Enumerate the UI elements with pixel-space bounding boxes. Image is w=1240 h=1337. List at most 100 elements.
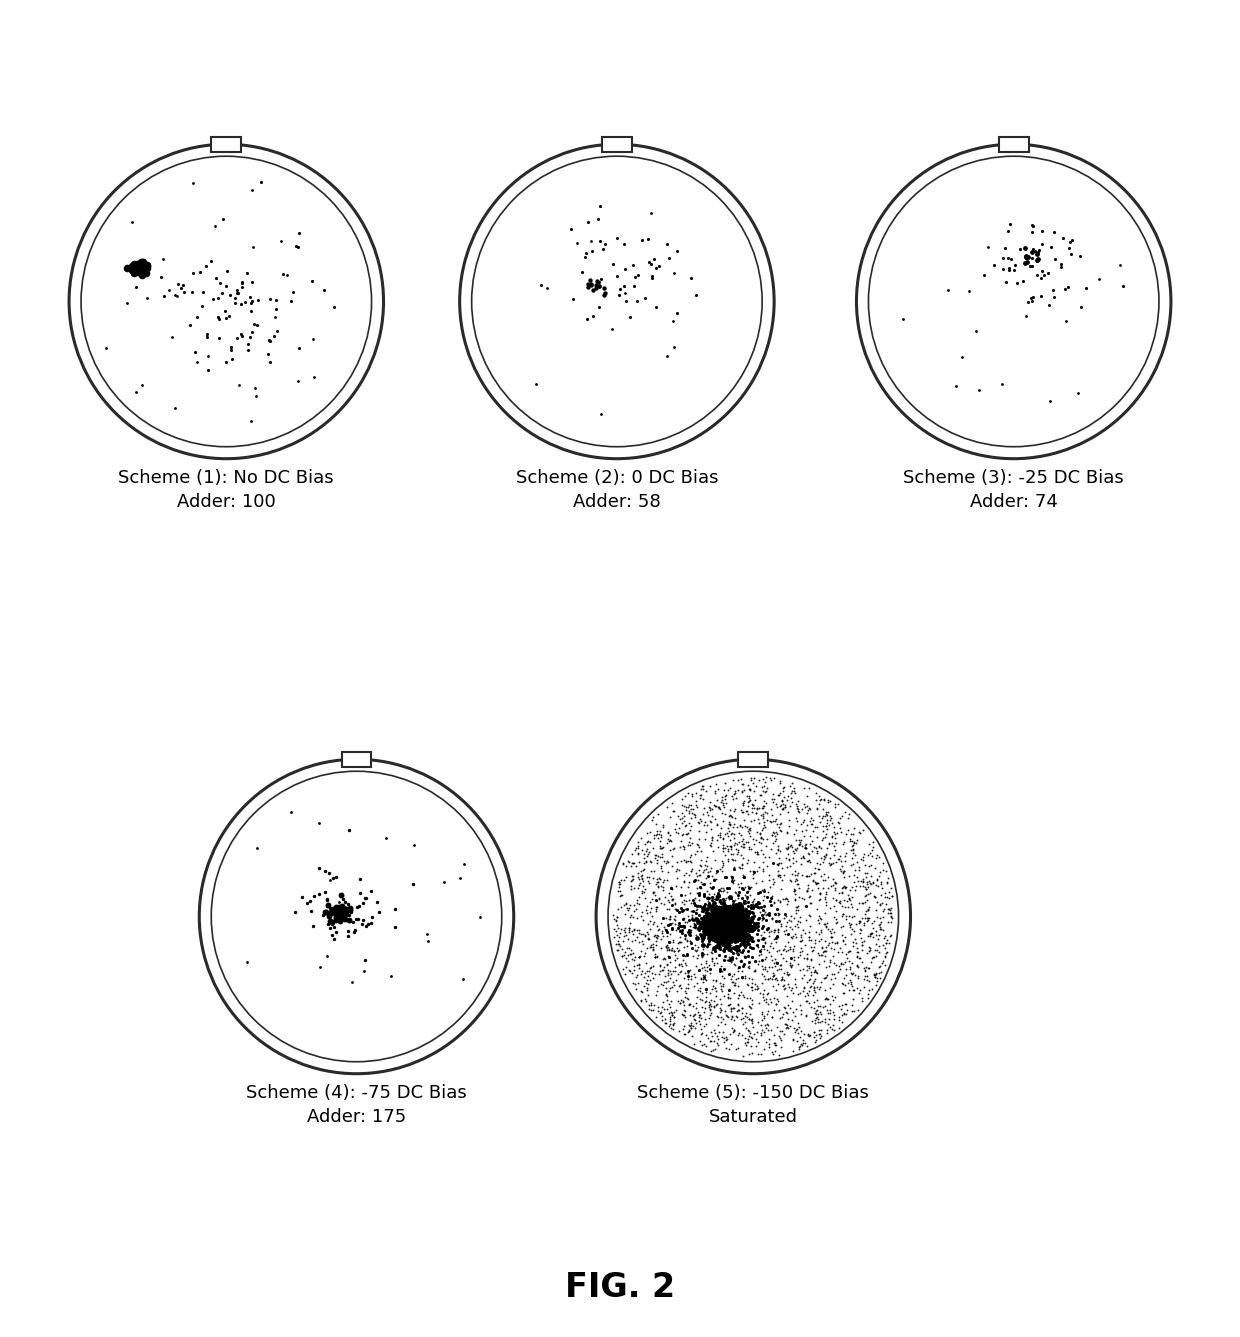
Point <box>689 783 709 805</box>
Point <box>531 274 551 295</box>
Point <box>1039 294 1059 316</box>
Point <box>653 971 673 992</box>
Point <box>625 947 645 968</box>
Point <box>777 1008 797 1029</box>
Point <box>701 989 720 1011</box>
Point <box>761 909 781 931</box>
Point <box>807 852 827 873</box>
Point <box>624 852 644 873</box>
Point <box>675 928 694 949</box>
Point <box>751 828 771 849</box>
Point <box>1053 227 1073 249</box>
Point <box>745 977 765 999</box>
Point <box>863 873 883 894</box>
Point <box>221 336 241 357</box>
Point <box>621 944 641 965</box>
Point <box>818 866 838 888</box>
Point <box>715 915 735 936</box>
Point <box>808 858 828 880</box>
Point <box>711 909 730 931</box>
Point <box>720 909 740 931</box>
Point <box>760 967 780 988</box>
Point <box>696 981 715 1003</box>
Point <box>875 933 895 955</box>
Point <box>678 965 698 987</box>
Point <box>706 908 725 929</box>
Point <box>697 985 717 1007</box>
Point <box>784 949 804 971</box>
Point <box>811 929 831 951</box>
Point <box>758 777 777 798</box>
Point <box>813 877 833 898</box>
Point <box>1044 286 1064 308</box>
Point <box>322 913 342 935</box>
Point <box>744 861 764 882</box>
Point <box>647 824 667 845</box>
Point <box>681 828 701 849</box>
Bar <box>738 751 769 766</box>
Point <box>802 1009 822 1031</box>
Point <box>595 233 615 254</box>
Point <box>713 810 733 832</box>
Point <box>681 1013 701 1035</box>
Point <box>719 897 739 919</box>
Point <box>719 920 739 941</box>
Point <box>658 980 678 1001</box>
Point <box>768 960 787 981</box>
Point <box>797 956 817 977</box>
Point <box>131 259 151 281</box>
Point <box>715 928 735 949</box>
Point <box>718 987 738 1008</box>
Point <box>666 813 686 834</box>
Point <box>859 908 879 929</box>
Point <box>709 902 729 924</box>
Point <box>794 1029 813 1051</box>
Point <box>828 1017 848 1039</box>
Point <box>699 905 719 927</box>
Point <box>749 769 769 790</box>
Point <box>712 919 732 940</box>
Point <box>807 976 827 997</box>
Point <box>662 888 682 909</box>
Point <box>712 902 732 924</box>
Point <box>825 921 844 943</box>
Point <box>671 915 691 936</box>
Point <box>725 894 745 916</box>
Point <box>738 821 758 842</box>
Point <box>817 1020 837 1042</box>
Point <box>730 916 750 937</box>
Point <box>787 983 807 1004</box>
Point <box>720 905 740 927</box>
Point <box>768 927 787 948</box>
Point <box>715 909 735 931</box>
Point <box>763 1042 782 1063</box>
Point <box>790 1036 810 1058</box>
Point <box>738 940 758 961</box>
Point <box>816 845 836 866</box>
Point <box>647 896 667 917</box>
Point <box>330 906 350 928</box>
Point <box>832 905 852 927</box>
Point <box>434 872 454 893</box>
Point <box>728 925 748 947</box>
Point <box>740 810 760 832</box>
Point <box>403 873 423 894</box>
Point <box>722 921 742 943</box>
Point <box>298 892 317 913</box>
Point <box>667 980 687 1001</box>
Point <box>340 897 360 919</box>
Point <box>714 910 734 932</box>
Point <box>661 963 681 984</box>
Point <box>1043 279 1063 301</box>
Point <box>761 968 781 989</box>
Point <box>796 1004 816 1025</box>
Point <box>713 929 733 951</box>
Point <box>670 1020 689 1042</box>
Point <box>821 897 841 919</box>
Point <box>737 908 756 929</box>
Point <box>769 959 789 980</box>
Point <box>709 916 729 937</box>
Point <box>241 301 260 322</box>
Point <box>138 254 157 275</box>
Point <box>827 822 847 844</box>
